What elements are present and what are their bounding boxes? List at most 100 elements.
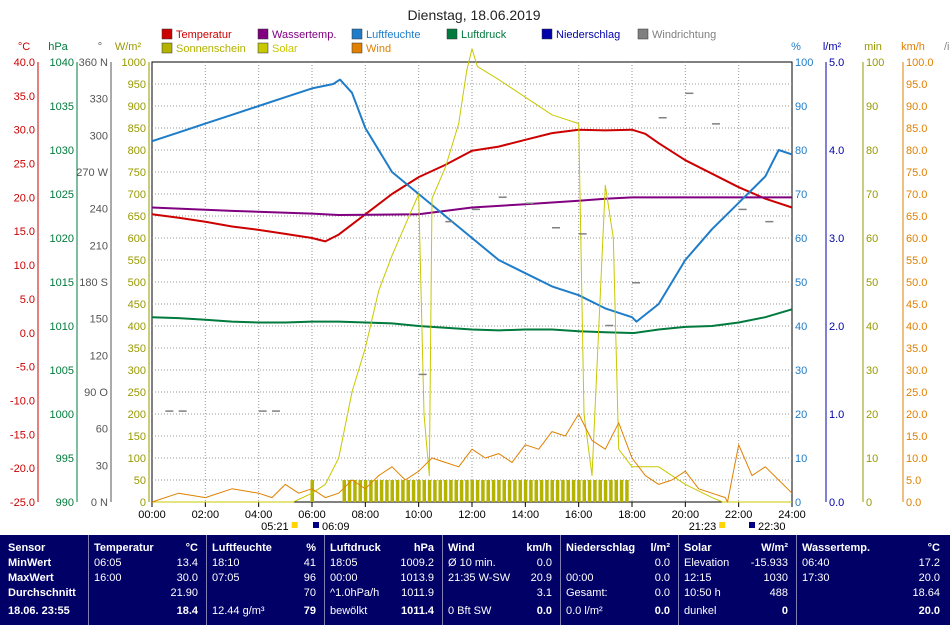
rain-tick-label: 2.0 xyxy=(829,321,844,333)
temp-tick-label: 30.0 xyxy=(14,125,35,137)
temp-tick-label: 35.0 xyxy=(14,91,35,103)
wind-tick-label: 5.0 xyxy=(906,475,921,487)
cell-note: 16:00 xyxy=(94,572,122,584)
legend-swatch xyxy=(541,28,553,40)
wind-tick-label: 90.0 xyxy=(906,101,927,113)
column-header: Wassertemp. xyxy=(802,542,871,554)
sunshine-bar xyxy=(497,480,501,502)
time-tick-label: 00:00 xyxy=(138,509,166,521)
direction-tick-label: 90 O xyxy=(84,387,108,399)
cell-value: 488 xyxy=(769,587,788,599)
cell-value: 3.1 xyxy=(536,587,552,599)
series-point-windrichtung xyxy=(658,117,667,119)
sunshine-bar xyxy=(347,480,352,502)
wind-tick-label: 75.0 xyxy=(906,167,927,179)
column-unit: km/h xyxy=(526,542,552,554)
pressure-tick-label: 1010 xyxy=(50,321,74,333)
column-header: Wind xyxy=(448,542,475,554)
pressure-tick-label: 990 xyxy=(56,497,74,509)
cell-note: Ø 10 min. xyxy=(448,557,496,569)
sunshine-bar xyxy=(518,480,522,502)
series-line-wind xyxy=(151,413,793,503)
sunmin-tick-label: 40 xyxy=(866,321,878,333)
sunshine-bar xyxy=(625,480,629,502)
sunshine-bar xyxy=(491,480,496,502)
solar-tick-label: 0 xyxy=(140,497,146,509)
series-point-windrichtung xyxy=(685,92,694,95)
solar-tick-label: 250 xyxy=(128,387,146,399)
wind-tick-label: 15.0 xyxy=(906,431,927,443)
legend-swatch xyxy=(446,28,458,40)
column-separator xyxy=(88,535,89,625)
sunmin-tick-label: 70 xyxy=(866,189,878,201)
legend-swatch xyxy=(257,28,269,40)
rain-axis-unit: l/m² xyxy=(823,41,842,53)
cell-note: 07:05 xyxy=(212,572,240,584)
temp-tick-label: -20.0 xyxy=(10,463,35,475)
sun-marker-label-rise-full: 06:09 xyxy=(322,521,350,533)
sunmin-axis-unit: min xyxy=(864,41,882,53)
cell-note: 0.0 l/m² xyxy=(566,605,603,617)
sunshine-bar xyxy=(475,480,480,502)
sunshine-bar xyxy=(433,480,437,502)
direction-tick-label: 0 N xyxy=(91,497,108,509)
direction-tick-label: 330 xyxy=(90,94,108,106)
direction-tick-label: 300 xyxy=(90,130,108,142)
series-line-temperatur xyxy=(151,128,793,243)
humidity-tick-label: 40 xyxy=(795,321,807,333)
sunshine-bar xyxy=(577,480,581,502)
humidity-tick-label: 100 xyxy=(795,57,813,69)
sunshine-bar xyxy=(529,480,533,502)
sun-marker-label-sunrise: 05:21 xyxy=(261,521,289,533)
time-tick-label: 04:00 xyxy=(245,509,273,521)
axes: °C 40.0 35.0 30.0 25.0 20.0 15.0 10.0 5.0 0.0 -5.0… xyxy=(10,41,950,521)
cell-value: 18.4 xyxy=(176,605,198,617)
legend-swatch xyxy=(257,42,269,54)
weather-chart: Dienstag, 18.06.2019 Temperatur Wassertem… xyxy=(10,7,950,533)
cell-value: 1009.2 xyxy=(400,557,434,569)
cell-value: 21.90 xyxy=(170,587,198,599)
wind-tick-label: 65.0 xyxy=(906,211,927,223)
cell-note: Elevation xyxy=(684,557,730,569)
sun-marker-sunrise xyxy=(291,522,298,528)
sunmin-tick-label: 0 xyxy=(866,497,872,509)
sunshine-bar xyxy=(465,480,469,502)
sun-marker-label-set-full: 22:30 xyxy=(758,521,786,533)
series-point-windrichtung xyxy=(258,410,267,412)
series-line-luftdruck xyxy=(151,308,793,334)
cell-value: 1011.9 xyxy=(401,587,434,599)
rain-tick-label: 0.0 xyxy=(829,497,844,509)
cell-note: 00:00 xyxy=(566,572,594,584)
time-tick-label: 24:00 xyxy=(778,509,806,521)
solar-tick-label: 350 xyxy=(128,343,146,355)
temp-tick-label: 0.0 xyxy=(20,328,35,340)
solar-tick-label: 400 xyxy=(128,321,146,333)
temp-tick-label: 10.0 xyxy=(14,260,35,272)
cell-value: 1030 xyxy=(763,572,788,584)
sunshine-bar xyxy=(513,480,517,502)
sunshine-bar xyxy=(454,480,458,502)
wind-tick-label: 45.0 xyxy=(906,299,927,311)
solar-tick-label: 950 xyxy=(128,79,146,91)
legend-label: Sonnenschein xyxy=(176,43,246,55)
sunshine-bar xyxy=(566,480,570,502)
sunshine-bar xyxy=(417,480,421,502)
temp-axis-unit: °C xyxy=(18,41,30,53)
direction-tick-label: 30 xyxy=(96,460,108,472)
time-tick-label: 06:00 xyxy=(298,509,326,521)
solar-tick-label: 450 xyxy=(128,299,146,311)
sunshine-bar xyxy=(310,480,314,502)
sunmin-tick-label: 10 xyxy=(866,453,878,465)
series-point-windrichtung xyxy=(272,410,280,412)
sunshine-bar xyxy=(603,480,608,502)
sunshine-bar xyxy=(539,480,544,502)
humidity-tick-label: 60 xyxy=(795,233,807,245)
wind-tick-label: 10.0 xyxy=(906,453,927,465)
time-tick-label: 10:00 xyxy=(405,509,433,521)
time-tick-label: 14:00 xyxy=(512,509,540,521)
temp-tick-label: -25.0 xyxy=(10,497,35,509)
table-column: Luftdruck hPa 18:05 1009.2 00:00 1013.9 ^1.0hP… xyxy=(330,535,434,625)
table-column: Temperatur °C 06:05 13.4 16:00 30.0 21.90 18.4 xyxy=(94,535,198,625)
legend-swatch xyxy=(351,42,363,54)
time-tick-label: 12:00 xyxy=(458,509,486,521)
